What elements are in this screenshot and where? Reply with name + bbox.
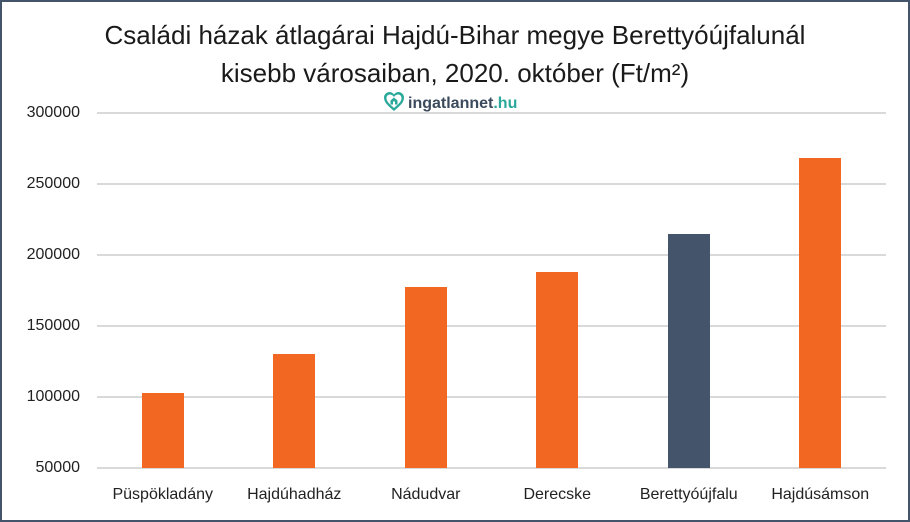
heart-house-icon (383, 91, 405, 118)
x-tick-label: Nádudvar (391, 486, 461, 503)
chart-title-line-2: kisebb városaiban, 2020. október (Ft/m²) (220, 58, 690, 88)
y-tick-label: 200000 (26, 246, 80, 263)
y-tick-label: 250000 (26, 175, 80, 192)
y-tick-label: 50000 (35, 459, 81, 476)
gridline (97, 325, 886, 327)
bar-berettyóújfalu (667, 233, 710, 468)
x-tick-label: Derecske (523, 486, 592, 503)
y-tick-label: 150000 (26, 317, 80, 334)
y-tick-label: 300000 (26, 104, 80, 121)
watermark-text: ingatlannet.hu (408, 95, 518, 112)
bar-derecske (536, 272, 579, 468)
y-tick-label: 100000 (26, 388, 80, 405)
x-tick-label: Hajdúsámson (771, 486, 870, 503)
gridline (97, 183, 886, 185)
gridline (97, 112, 886, 114)
gridline (97, 396, 886, 398)
x-tick-label: Püspökladány (112, 486, 213, 503)
gridline (97, 254, 886, 256)
x-tick-label: Hajdúhadház (247, 486, 342, 503)
gridline (97, 467, 886, 469)
bar-hajdúhadház (273, 354, 316, 468)
watermark-logo: ingatlannet.hu (383, 91, 518, 118)
bar-hajdúsámson (799, 157, 842, 468)
bar-nádudvar (404, 286, 447, 468)
chart-title-line-1: Családi házak átlagárai Hajdú-Bihar megy… (104, 20, 806, 50)
x-tick-label: Berettyóújfalu (639, 486, 738, 503)
bar-püspökladány (141, 393, 184, 468)
